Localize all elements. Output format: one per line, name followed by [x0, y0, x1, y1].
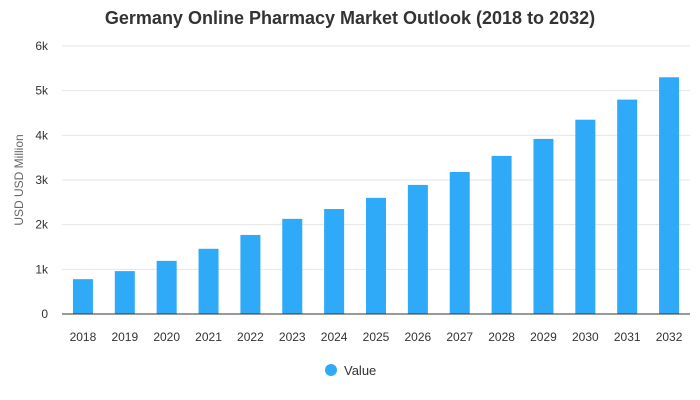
y-tick-label: 3k [35, 173, 49, 187]
bar-2026[interactable] [407, 184, 428, 314]
chart-title: Germany Online Pharmacy Market Outlook (… [104, 8, 596, 28]
bar-2028[interactable] [491, 155, 512, 314]
y-tick-label: 5k [35, 84, 49, 98]
x-tick-label: 2031 [614, 330, 641, 344]
legend-swatch-icon [325, 364, 337, 376]
x-tick-label: 2021 [195, 330, 222, 344]
y-tick-label: 2k [35, 218, 49, 232]
legend[interactable]: Value [325, 363, 376, 378]
y-axis-title: USD USD Million [12, 134, 26, 225]
y-tick-label: 4k [35, 128, 49, 142]
x-tick-label: 2025 [363, 330, 390, 344]
bar-2031[interactable] [617, 99, 638, 314]
x-tick-label: 2028 [488, 330, 515, 344]
bar-series [72, 77, 680, 315]
bar-2027[interactable] [449, 171, 470, 314]
bar-2030[interactable] [575, 119, 596, 314]
x-tick-label: 2018 [70, 330, 97, 344]
axes: 0 1k 2k 3k 4k 5k 6k 2018 2019 2020 2021 2022 2023 202… [35, 39, 690, 344]
bar-2022[interactable] [240, 234, 261, 314]
x-tick-label: 2024 [321, 330, 348, 344]
x-tick-label: 2019 [111, 330, 138, 344]
bar-2025[interactable] [366, 197, 386, 314]
bar-2023[interactable] [282, 218, 303, 314]
bar-2020[interactable] [156, 260, 177, 314]
bar-2032[interactable] [659, 77, 680, 315]
x-tick-label: 2029 [530, 330, 557, 344]
bar-2018[interactable] [72, 279, 93, 314]
x-tick-label: 2027 [446, 330, 473, 344]
y-tick-label: 1k [35, 262, 49, 276]
x-tick-label: 2020 [153, 330, 180, 344]
x-tick-label: 2030 [572, 330, 599, 344]
y-tick-label: 0 [41, 307, 48, 321]
x-tick-label: 2026 [405, 330, 432, 344]
x-tick-label: 2023 [279, 330, 306, 344]
x-tick-label: 2032 [656, 330, 683, 344]
bar-2019[interactable] [114, 271, 135, 314]
bar-2029[interactable] [533, 138, 554, 314]
x-tick-label: 2022 [237, 330, 264, 344]
bar-2021[interactable] [198, 248, 219, 314]
bar-2024[interactable] [324, 209, 345, 314]
legend-label: Value [344, 363, 376, 378]
y-tick-label: 6k [35, 39, 49, 53]
